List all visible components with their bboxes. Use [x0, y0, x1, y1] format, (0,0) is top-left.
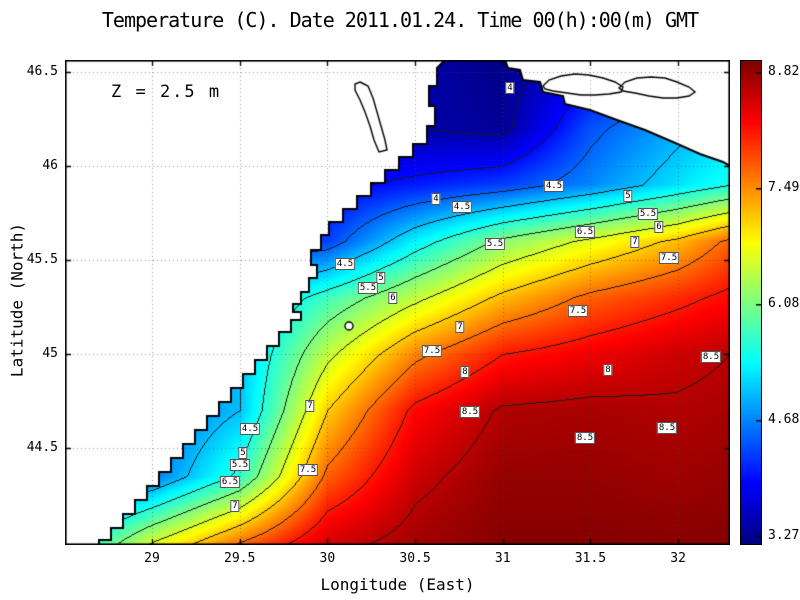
colorbar-tick-label: 4.68 [768, 412, 800, 427]
x-tick-label: 30.5 [399, 551, 431, 566]
colorbar-tick-label: 6.08 [768, 296, 800, 311]
y-tick-label: 46.5 [26, 64, 58, 80]
x-tick-label: 31 [494, 551, 511, 566]
y-tick-label: 46 [42, 158, 58, 174]
y-tick-label: 45 [42, 346, 58, 361]
plot-area: Z = 2.5 m [65, 60, 730, 545]
y-axis-title: Latitude (North) [7, 222, 27, 378]
y-tick-label: 45.5 [26, 252, 58, 267]
colorbar-tick-label: 7.49 [768, 180, 800, 195]
y-tick-label: 44.5 [26, 440, 58, 455]
colorbar [740, 60, 762, 545]
x-tick-label: 29 [144, 551, 160, 566]
plot-title: Temperature (C). Date 2011.01.24. Time 0… [101, 8, 699, 32]
colorbar-canvas [741, 61, 761, 544]
x-tick-label: 29.5 [224, 551, 256, 566]
x-axis-title: Longitude (East) [320, 575, 475, 594]
heatmap-canvas [65, 60, 730, 545]
depth-annotation: Z = 2.5 m [111, 82, 222, 102]
x-tick-label: 31.5 [574, 551, 607, 566]
x-tick-label: 32 [670, 551, 686, 566]
x-tick-label: 30 [319, 551, 336, 566]
colorbar-tick-label: 3.27 [768, 528, 800, 543]
colorbar-tick-label: 8.82 [768, 64, 800, 79]
